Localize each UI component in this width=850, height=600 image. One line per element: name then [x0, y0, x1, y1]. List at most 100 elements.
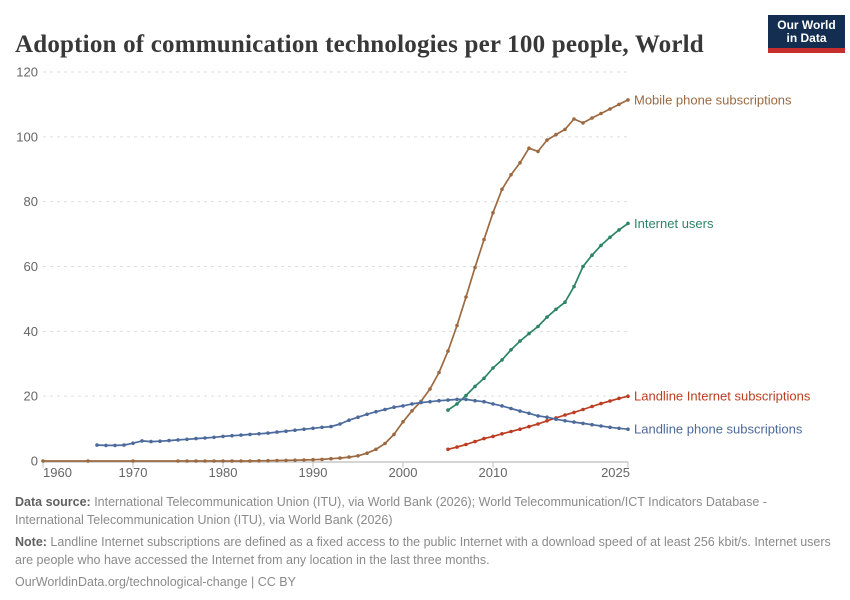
- series-point: [590, 404, 594, 409]
- y-axis-tick-label: 120: [16, 65, 38, 80]
- series-point: [608, 235, 612, 240]
- series-point: [275, 458, 279, 463]
- line-chart: 0 20 40 60 80 100 120 1960 1970 1980 1990 2000 2010 2…: [16, 65, 811, 481]
- series-point: [455, 402, 459, 406]
- series-point: [536, 324, 540, 329]
- y-axis-tick-label: 40: [24, 324, 38, 339]
- series-point: [572, 284, 576, 289]
- series-point: [626, 427, 630, 432]
- series-point: [446, 349, 450, 353]
- series-point: [248, 432, 252, 437]
- series-point: [563, 300, 567, 305]
- series-point: [266, 431, 270, 435]
- series-point: [518, 339, 522, 343]
- series-point: [500, 404, 504, 408]
- series-point: [518, 409, 522, 413]
- series-point: [428, 399, 432, 404]
- series-point: [572, 410, 576, 415]
- series-point: [230, 433, 234, 438]
- series-point: [482, 399, 486, 404]
- series-point: [293, 428, 297, 433]
- series-point: [455, 397, 459, 402]
- series-point: [185, 437, 189, 442]
- series-point: [599, 111, 603, 116]
- series-point: [608, 425, 612, 430]
- series-point: [338, 422, 342, 426]
- y-axis-tick-label: 80: [24, 194, 38, 209]
- x-axis-tick-label: 2010: [479, 465, 508, 480]
- series-point: [221, 459, 225, 463]
- series-point: [626, 394, 630, 399]
- series-point: [392, 405, 396, 410]
- series-point: [617, 228, 621, 232]
- series-point: [266, 458, 270, 463]
- series-point: [365, 451, 369, 456]
- series-point: [590, 422, 594, 427]
- series-point: [491, 210, 495, 215]
- series-point: [131, 459, 135, 463]
- series-point: [149, 439, 153, 444]
- series-point: [509, 429, 513, 434]
- x-axis-tick-label: 1970: [119, 465, 148, 480]
- series-point: [536, 422, 540, 426]
- series-point: [212, 435, 216, 440]
- citation-line[interactable]: OurWorldinData.org/technological-change …: [15, 575, 296, 589]
- series-point: [500, 432, 504, 436]
- series-point: [374, 447, 378, 452]
- series-point: [581, 407, 585, 412]
- series-point: [536, 414, 540, 418]
- series-point: [455, 323, 459, 328]
- y-axis-tick-label: 100: [16, 129, 38, 144]
- series-point: [599, 243, 603, 248]
- series-point: [464, 393, 468, 398]
- series-point: [590, 253, 594, 257]
- series-point: [545, 315, 549, 319]
- series-point: [239, 433, 243, 437]
- series-point: [410, 402, 414, 406]
- series-point: [446, 398, 450, 402]
- series-point: [392, 432, 396, 437]
- series-point: [563, 127, 567, 132]
- series-point: [509, 348, 513, 352]
- series-point: [446, 408, 450, 412]
- series-point: [230, 459, 234, 463]
- series-point: [383, 441, 387, 446]
- series-point: [464, 442, 468, 447]
- series-point: [185, 459, 189, 463]
- series-point: [581, 121, 585, 125]
- series-point: [482, 376, 486, 381]
- data-source-text: International Telecommunication Union (I…: [15, 495, 767, 527]
- page-title: Adoption of communication technologies p…: [15, 30, 704, 58]
- data-source-line: Data source: International Telecommunica…: [15, 494, 837, 529]
- owid-logo[interactable]: Our World in Data: [768, 15, 845, 53]
- chart-footer: Data source: International Telecommunica…: [15, 494, 837, 597]
- series-point: [428, 387, 432, 391]
- y-axis-tick-label: 20: [24, 389, 38, 404]
- series-point: [437, 370, 441, 375]
- x-axis-tick-label: 1990: [299, 465, 328, 480]
- series-line-3: [96, 398, 629, 447]
- series-point: [518, 161, 522, 165]
- series-point: [401, 404, 405, 408]
- owid-logo-line1: Our World: [777, 17, 836, 32]
- series-point: [320, 425, 324, 430]
- series-point: [590, 116, 594, 120]
- series-point: [491, 366, 495, 370]
- series-point: [311, 457, 315, 462]
- series-point: [302, 427, 306, 432]
- series-point: [410, 409, 414, 413]
- series-label-3: Landline phone subscriptions: [634, 422, 803, 437]
- series-point: [608, 399, 612, 403]
- series-point: [527, 331, 531, 336]
- series-point: [203, 436, 207, 440]
- series-point: [518, 427, 522, 432]
- series-point: [491, 434, 495, 439]
- series-point: [95, 443, 99, 447]
- series-point: [257, 459, 261, 463]
- owid-logo-line2: in Data: [786, 30, 827, 45]
- series-line-1: [447, 222, 629, 411]
- series-point: [140, 439, 144, 443]
- series-point: [482, 436, 486, 441]
- series-point: [572, 420, 576, 424]
- series-point: [401, 420, 405, 424]
